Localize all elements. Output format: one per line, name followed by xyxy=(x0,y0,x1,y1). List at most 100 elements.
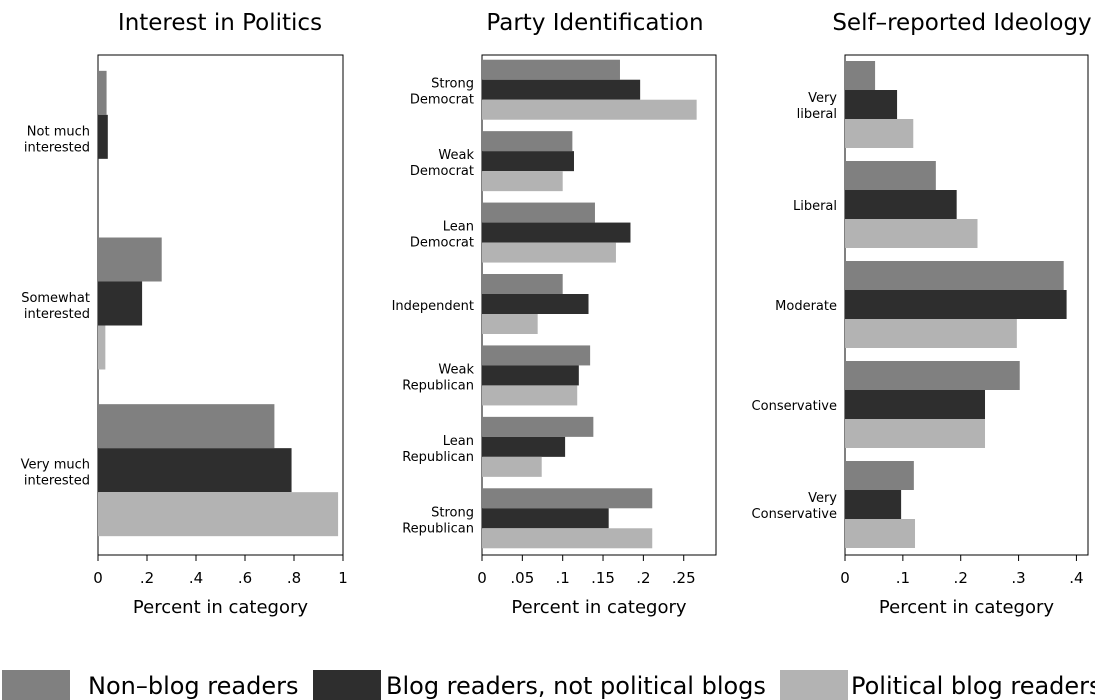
bar-blog-readers-not-political-blogs-independent xyxy=(482,294,589,314)
category-label: Republican xyxy=(402,450,474,465)
x-tick-label: .2 xyxy=(636,569,650,587)
bar-blog-readers-not-political-blogs-lean-republican xyxy=(482,436,566,457)
bar-non-blog-readers-very-conservative xyxy=(845,461,914,490)
bar-non-blog-readers-strong-republican xyxy=(482,488,653,509)
bar-political-blog-readers-somewhat-interested xyxy=(98,325,106,370)
bar-political-blog-readers-lean-republican xyxy=(482,456,542,477)
category-label: Republican xyxy=(402,521,474,536)
category-label: Lean xyxy=(443,434,474,449)
bar-blog-readers-not-political-blogs-conservative xyxy=(845,390,986,419)
legend-item-blog-readers-not-political: Blog readers, not political blogs xyxy=(313,670,766,700)
category-label: Liberal xyxy=(793,199,837,214)
bar-blog-readers-not-political-blogs-very-much-interested xyxy=(98,448,292,493)
bar-blog-readers-not-political-blogs-very-conservative xyxy=(845,490,902,519)
x-tick-label: .2 xyxy=(954,569,968,587)
bar-blog-readers-not-political-blogs-liberal xyxy=(845,190,957,219)
bar-blog-readers-not-political-blogs-strong-democrat xyxy=(482,79,641,100)
category-label: Conservative xyxy=(752,507,837,522)
legend-swatch xyxy=(780,670,848,700)
x-axis-label: Percent in category xyxy=(511,597,686,618)
category-label: Very xyxy=(808,91,837,106)
bar-political-blog-readers-very-much-interested xyxy=(98,492,339,537)
bar-non-blog-readers-very-liberal xyxy=(845,61,876,90)
legend-label: Political blog readers xyxy=(851,672,1095,700)
bar-political-blog-readers-lean-democrat xyxy=(482,242,616,263)
category-label: Democrat xyxy=(410,93,474,108)
x-tick-label: 0 xyxy=(93,569,103,587)
bar-blog-readers-not-political-blogs-weak-republican xyxy=(482,365,579,386)
bar-blog-readers-not-political-blogs-very-liberal xyxy=(845,90,898,119)
bar-political-blog-readers-strong-democrat xyxy=(482,99,697,120)
x-axis-label: Percent in category xyxy=(879,597,1054,618)
legend-swatch xyxy=(2,670,70,700)
legend: Non–blog readers Blog readers, not polit… xyxy=(2,670,1095,700)
x-tick-label: 1 xyxy=(338,569,348,587)
x-tick-label: .2 xyxy=(140,569,154,587)
legend-item-political-blog-readers: Political blog readers xyxy=(780,670,1095,700)
panel-self-reported-ideology: Self–reported Ideology Percent in catego… xyxy=(752,10,1092,618)
bar-blog-readers-not-political-blogs-moderate xyxy=(845,290,1067,319)
x-tick-label: .25 xyxy=(672,569,696,587)
category-label: Not much xyxy=(27,124,90,139)
legend-label: Blog readers, not political blogs xyxy=(386,672,766,700)
bar-non-blog-readers-lean-democrat xyxy=(482,202,595,223)
bar-political-blog-readers-conservative xyxy=(845,419,986,448)
x-tick-label: .8 xyxy=(287,569,301,587)
x-tick-label: .1 xyxy=(896,569,910,587)
x-tick-label: 0 xyxy=(840,569,850,587)
bar-non-blog-readers-weak-democrat xyxy=(482,131,573,152)
panel-title: Interest in Politics xyxy=(118,10,322,36)
bar-non-blog-readers-independent xyxy=(482,274,563,294)
bar-non-blog-readers-moderate xyxy=(845,261,1064,290)
bar-non-blog-readers-weak-republican xyxy=(482,345,591,366)
category-label: Weak xyxy=(438,148,474,163)
x-tick-label: .6 xyxy=(238,569,252,587)
category-label: Very much xyxy=(21,458,90,473)
bar-blog-readers-not-political-blogs-strong-republican xyxy=(482,508,609,529)
bar-non-blog-readers-very-much-interested xyxy=(98,404,275,449)
x-tick-label: 0 xyxy=(477,569,487,587)
bar-blog-readers-not-political-blogs-somewhat-interested xyxy=(98,281,143,326)
category-label: Democrat xyxy=(410,164,474,179)
x-tick-label: .05 xyxy=(510,569,534,587)
bar-blog-readers-not-political-blogs-not-much-interested xyxy=(98,114,108,159)
x-tick-label: .1 xyxy=(556,569,570,587)
category-label: Somewhat xyxy=(21,291,90,306)
category-label: Independent xyxy=(392,299,474,314)
bar-political-blog-readers-very-conservative xyxy=(845,519,916,548)
category-label: liberal xyxy=(797,107,837,122)
x-tick-label: .3 xyxy=(1011,569,1025,587)
bar-non-blog-readers-liberal xyxy=(845,161,936,190)
bar-political-blog-readers-liberal xyxy=(845,219,978,248)
bar-political-blog-readers-moderate xyxy=(845,319,1017,348)
panel-title: Party Identification xyxy=(486,10,703,36)
category-label: Moderate xyxy=(775,299,837,314)
category-label: Conservative xyxy=(752,399,837,414)
bar-non-blog-readers-conservative xyxy=(845,361,1020,390)
bar-political-blog-readers-strong-republican xyxy=(482,528,653,549)
x-axis-label: Percent in category xyxy=(133,597,308,618)
x-tick-label: .15 xyxy=(591,569,615,587)
bar-non-blog-readers-not-much-interested xyxy=(98,70,107,115)
category-label: Very xyxy=(808,491,837,506)
panel-party-identification: Party Identification Percent in category… xyxy=(392,10,717,618)
category-label: Weak xyxy=(438,362,474,377)
panel-title: Self–reported Ideology xyxy=(832,10,1091,36)
bar-non-blog-readers-lean-republican xyxy=(482,416,594,437)
bar-political-blog-readers-weak-republican xyxy=(482,385,578,406)
x-tick-label: .4 xyxy=(1069,569,1083,587)
bar-political-blog-readers-independent xyxy=(482,314,538,334)
bar-non-blog-readers-strong-democrat xyxy=(482,59,620,80)
category-label: Republican xyxy=(402,378,474,393)
bar-political-blog-readers-very-liberal xyxy=(845,119,914,148)
legend-item-non-blog-readers: Non–blog readers xyxy=(2,670,298,700)
legend-label: Non–blog readers xyxy=(88,672,298,700)
x-tick-label: .4 xyxy=(189,569,203,587)
panel-interest-in-politics: Interest in Politics Percent in category… xyxy=(21,10,348,618)
category-label: interested xyxy=(24,474,90,489)
category-label: interested xyxy=(24,307,90,322)
legend-swatch xyxy=(313,670,381,700)
category-label: Strong xyxy=(431,505,474,520)
category-label: interested xyxy=(24,140,90,155)
